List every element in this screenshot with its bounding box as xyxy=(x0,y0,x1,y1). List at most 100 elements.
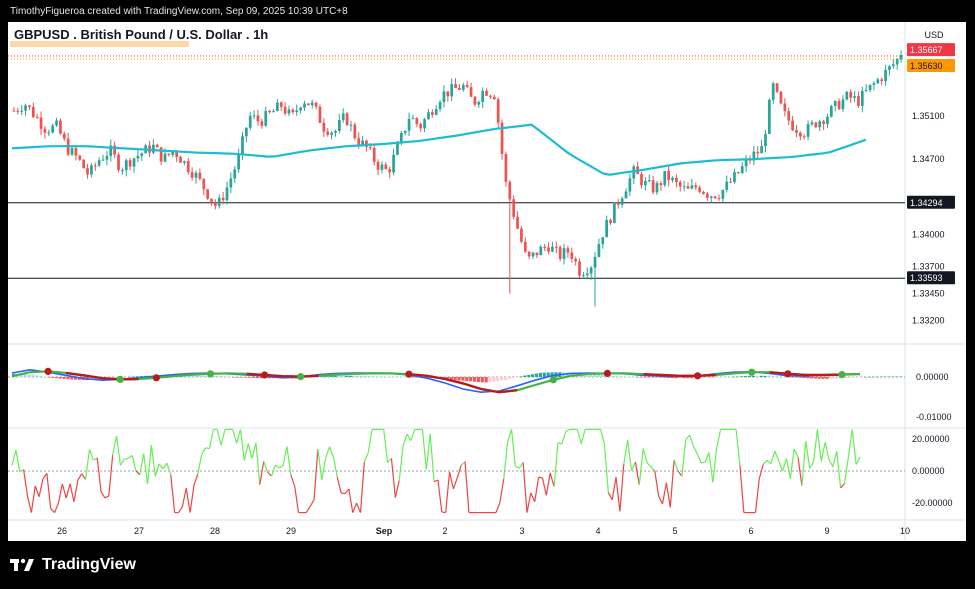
macd-histogram-bar xyxy=(678,377,682,379)
candle-body xyxy=(554,246,558,248)
oscillator-segment xyxy=(774,450,780,462)
candle-body xyxy=(221,197,225,201)
candle-body xyxy=(24,105,27,111)
macd-histogram-bar xyxy=(380,376,384,377)
candle-body xyxy=(194,172,198,178)
candle-body xyxy=(523,241,527,252)
oscillator-segment xyxy=(599,429,606,445)
tradingview-logo-icon xyxy=(10,558,34,571)
candle-body xyxy=(857,96,860,107)
macd-histogram-bar xyxy=(759,375,763,377)
oscillator-segment xyxy=(115,435,122,466)
oscillator-segment xyxy=(538,476,543,479)
candle-body xyxy=(430,112,434,115)
macd-histogram-bar xyxy=(27,374,31,377)
oscillator-segment xyxy=(46,473,52,509)
candle-body xyxy=(690,185,694,189)
oscillator-segment xyxy=(282,446,288,466)
candle-body xyxy=(136,155,140,159)
price-tick-label: 1.34000 xyxy=(912,229,945,239)
candle-body xyxy=(713,196,717,199)
x-axis-tick-label: 5 xyxy=(672,526,677,536)
symbol-title[interactable]: GBPUSD . British Pound / U.S. Dollar . 1… xyxy=(14,27,269,42)
x-axis-tick-label: 2 xyxy=(442,526,447,536)
price-tag-label: 1.34294 xyxy=(910,198,943,208)
oscillator-segment xyxy=(824,442,830,460)
macd-histogram-bar xyxy=(806,377,810,379)
oscillator-segment xyxy=(650,466,656,472)
macd-histogram-bar xyxy=(848,377,852,378)
candle-body xyxy=(531,252,535,257)
macd-histogram-bar xyxy=(492,377,496,382)
macd-histogram-bar xyxy=(767,375,771,377)
macd-histogram-bar xyxy=(534,373,539,377)
oscillator-segment xyxy=(739,465,745,513)
price-tag-label: 1.35630 xyxy=(910,61,943,71)
candle-body xyxy=(837,100,841,110)
macd-histogram-bar xyxy=(798,377,802,378)
bearish-cross-marker xyxy=(260,371,269,379)
macd-histogram-bar xyxy=(724,377,728,378)
oscillator-segment xyxy=(646,462,652,468)
candle-body xyxy=(368,147,372,149)
macd-histogram-bar xyxy=(790,377,794,378)
oscillator-segment xyxy=(81,473,87,480)
oscillator-segment xyxy=(541,477,547,496)
macd-histogram-bar xyxy=(627,376,632,378)
candle-body xyxy=(214,201,217,206)
macd-histogram-bar xyxy=(817,377,821,379)
candle-body xyxy=(616,202,620,205)
macd-histogram-bar xyxy=(705,377,709,378)
candle-body xyxy=(465,85,469,88)
oscillator-segment xyxy=(701,461,706,464)
oscillator-segment xyxy=(658,495,664,505)
macd-histogram-bar xyxy=(686,377,690,379)
oscillator-segment xyxy=(387,458,392,463)
oscillator-segment xyxy=(259,461,265,485)
macd-histogram-bar xyxy=(763,375,767,377)
candle-body xyxy=(849,91,853,98)
candle-body xyxy=(489,95,492,97)
footer-brand[interactable]: TradingView xyxy=(10,556,136,574)
moving-average-line xyxy=(11,123,867,176)
oscillator-segment xyxy=(336,477,342,494)
candle-body xyxy=(477,101,481,105)
candle-body xyxy=(686,186,690,189)
oscillator-segment xyxy=(274,464,280,469)
oscillator-segment xyxy=(503,441,509,479)
oscillator-segment xyxy=(390,458,396,498)
candle-body xyxy=(826,116,829,125)
macd-histogram-bar xyxy=(670,377,674,379)
candle-body xyxy=(306,103,310,106)
chart-canvas[interactable]: USD 1.35100 1.34700 1.34000 1.33700 1.33450 1.… xyxy=(8,22,966,541)
candle-body xyxy=(675,177,678,183)
candle-body xyxy=(644,180,647,186)
candle-body xyxy=(771,83,775,100)
x-axis-tick-label: Sep xyxy=(376,526,393,536)
candle-body xyxy=(264,110,268,126)
x-axis-tick-label: 6 xyxy=(748,526,753,536)
macd-histogram-bar xyxy=(631,376,635,378)
oscillator-segment xyxy=(708,452,714,483)
candle-body xyxy=(365,140,368,148)
macd-histogram-bar xyxy=(314,377,318,378)
macd-histogram-bar xyxy=(620,376,624,377)
macd-histogram-bar xyxy=(461,377,465,381)
candle-body xyxy=(520,228,523,242)
macd-histogram-bar xyxy=(457,377,461,381)
macd-histogram-bar xyxy=(864,376,868,378)
candle-body xyxy=(620,198,624,205)
oscillator-segment xyxy=(654,470,660,497)
candle-body xyxy=(299,107,302,111)
candle-body xyxy=(245,127,248,137)
chart-area[interactable]: USD 1.35100 1.34700 1.34000 1.33700 1.33450 1.… xyxy=(8,22,966,541)
oscillator-segment xyxy=(681,439,687,477)
candle-body xyxy=(337,120,341,131)
candle-body xyxy=(388,169,392,173)
candle-body xyxy=(833,100,837,107)
candle-body xyxy=(93,165,97,167)
macd-histogram-bar xyxy=(779,376,783,377)
candle-body xyxy=(186,161,190,173)
candle-body xyxy=(640,174,643,186)
candle-body xyxy=(47,132,51,134)
